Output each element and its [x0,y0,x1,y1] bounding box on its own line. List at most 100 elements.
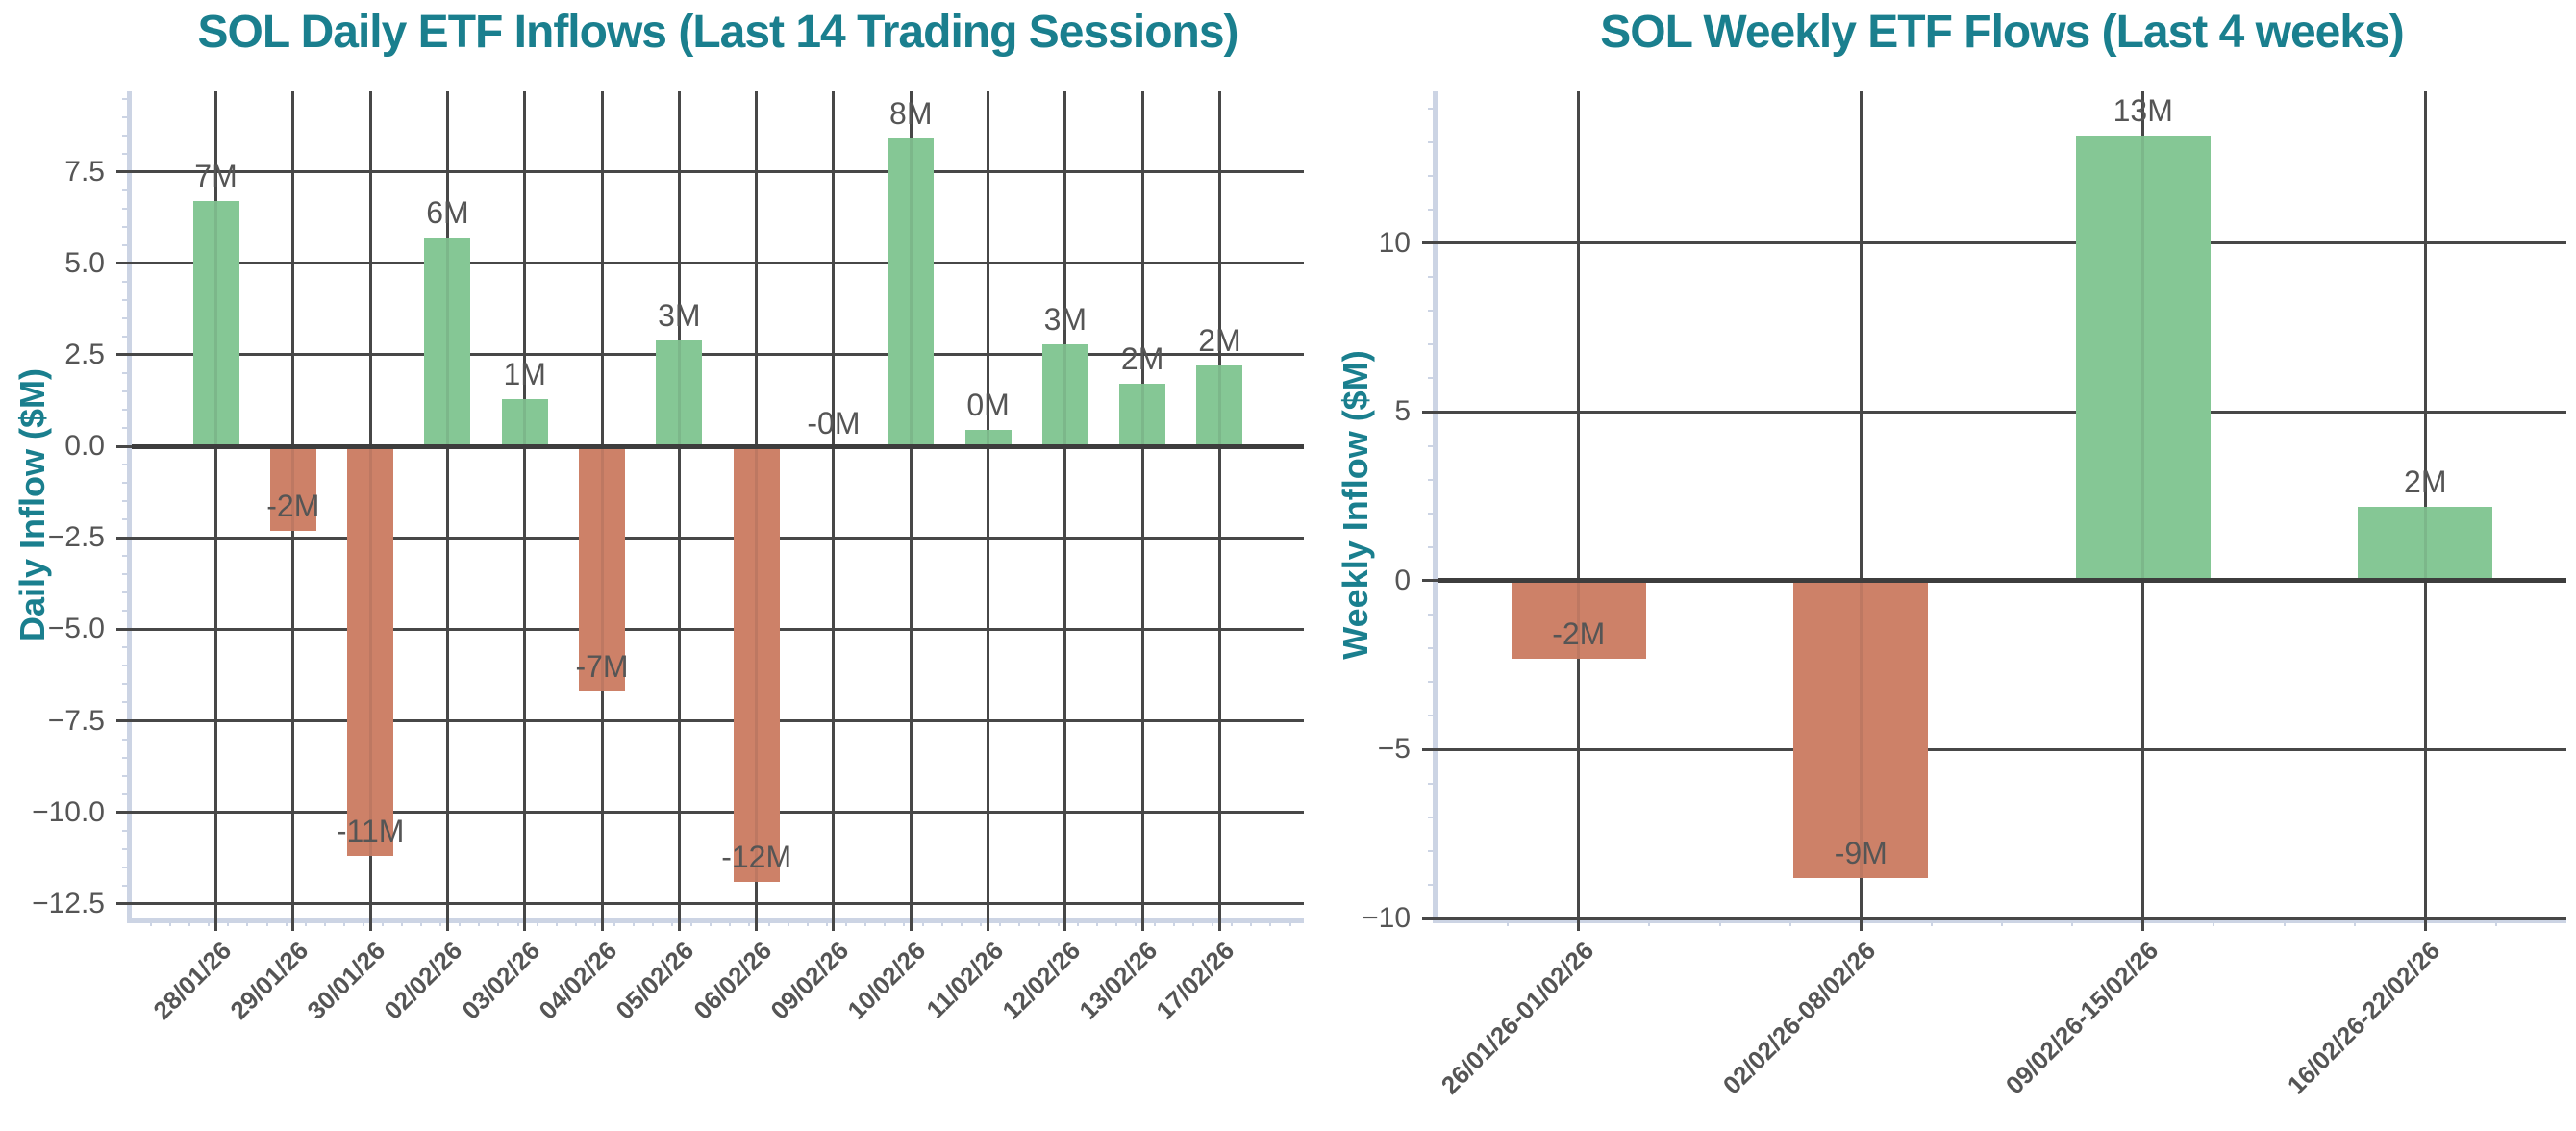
bar-value-label: -2M [1552,616,1606,651]
daily-chart-title: SOL Daily ETF Inflows (Last 14 Trading S… [197,7,1238,58]
x-minor-tick [1095,918,1098,926]
bar [2358,506,2493,581]
y-minor-tick [122,316,132,319]
grid-line-vertical [987,91,990,918]
grid-line-vertical [523,91,527,918]
weekly-plot-area: 10 5 0 −5 −10 26/01/26-01/02/26 -2M 02/02/26-08… [1362,91,2566,1099]
grid-line-vertical [1063,91,1067,918]
y-tick-label: 2.5 [64,338,105,370]
grid-line-vertical [1577,91,1581,918]
x-minor-tick [2071,918,2074,926]
x-minor-tick [362,918,364,926]
y-tick-label: −10 [1362,902,1411,934]
y-minor-tick [1428,512,1438,515]
y-minor-tick [122,97,132,100]
grid-line-horizontal [1438,410,2566,414]
bar-grid-overlay [2423,506,2427,581]
x-tick-label: 09/02/26-15/02/26 [1999,936,2163,1100]
y-minor-tick [122,427,132,430]
y-minor-tick [122,464,132,466]
y-minor-tick [1428,816,1438,818]
y-minor-tick [122,646,132,649]
x-tick-mark [2423,918,2427,931]
x-minor-tick [632,918,635,926]
x-minor-tick [787,918,789,926]
y-minor-tick [122,500,132,503]
x-minor-tick [1192,918,1195,926]
y-minor-tick [1428,782,1438,785]
y-tick-mark [1422,241,1438,245]
x-minor-tick [1114,918,1117,926]
x-tick-mark [1859,918,1863,931]
x-minor-tick [1788,918,1791,926]
y-minor-tick [122,591,132,594]
axis-spine-left [127,91,132,923]
x-tick-mark [832,918,836,931]
x-minor-tick [2213,918,2215,926]
x-tick-label: 10/02/26 [841,936,932,1025]
x-minor-tick [748,918,751,926]
x-minor-tick [883,918,886,926]
y-tick-mark [1422,747,1438,751]
y-minor-tick [1428,208,1438,211]
x-minor-tick [420,918,423,926]
x-tick-label: 04/02/26 [533,936,623,1025]
y-minor-tick [122,847,132,850]
axis-spine-bottom [1433,918,2566,923]
y-tick-label: −7.5 [47,704,105,737]
bar [888,138,935,447]
x-tick-mark [523,918,527,931]
y-minor-tick [1428,310,1438,313]
y-minor-tick [122,207,132,210]
bar-grid-overlay [1063,343,1067,447]
y-minor-tick [122,756,132,759]
bar-grid-overlay [600,446,604,692]
grid-line-horizontal [132,353,1304,357]
bar [347,446,394,857]
bar-grid-overlay [1577,580,1581,659]
y-minor-tick [1428,276,1438,279]
x-minor-tick [208,918,211,926]
x-tick-mark [2141,918,2145,931]
x-tick-label: 30/01/26 [301,936,391,1025]
bar-grid-overlay [291,446,295,531]
x-minor-tick [169,918,172,926]
bar-value-label: -0M [807,406,861,441]
x-minor-tick [2494,918,2497,926]
y-minor-tick [1428,883,1438,886]
x-minor-tick [381,918,384,926]
bar-grid-overlay [755,446,759,882]
bar-grid-overlay [368,446,372,857]
x-minor-tick [342,918,345,926]
y-tick-label: −2.5 [47,521,105,554]
y-minor-tick [122,701,132,704]
x-tick-mark [368,918,372,931]
x-minor-tick [1038,918,1040,926]
bar-value-label: 7M [194,159,238,194]
bar-value-label: 0M [966,387,1010,422]
bar-grid-overlay [214,201,218,447]
x-minor-tick [1269,918,1272,926]
x-minor-tick [1057,918,1060,926]
bar [424,238,471,447]
grid-line-vertical [214,91,218,918]
x-minor-tick [265,918,268,926]
x-minor-tick [246,918,249,926]
bar-value-label: 13M [2113,92,2173,128]
x-tick-label: 03/02/26 [456,936,545,1025]
x-tick-mark [600,918,604,931]
x-tick-mark [677,918,681,931]
y-tick-label: −10.0 [32,795,105,828]
x-minor-tick [613,918,615,926]
x-tick-label: 17/02/26 [1150,936,1240,1025]
x-tick-mark [214,918,218,931]
y-minor-tick [1428,849,1438,852]
x-minor-tick [922,918,925,926]
x-minor-tick [1076,918,1079,926]
x-minor-tick [999,918,1002,926]
x-minor-tick [2283,918,2286,926]
y-tick-mark [116,444,132,448]
x-minor-tick [555,918,558,926]
grid-line-vertical [1140,91,1144,918]
x-minor-tick [1231,918,1234,926]
